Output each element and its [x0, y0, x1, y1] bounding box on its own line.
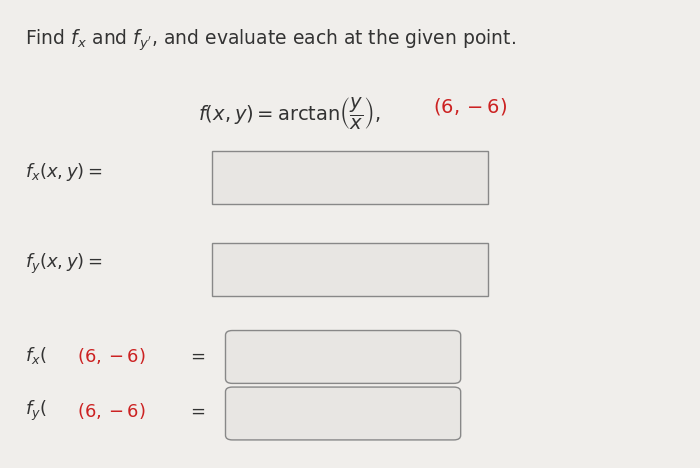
Text: $f_y($: $f_y($: [25, 399, 47, 423]
FancyBboxPatch shape: [211, 243, 489, 296]
Text: $f_y(x, y) =$: $f_y(x, y) =$: [25, 252, 102, 276]
FancyBboxPatch shape: [211, 151, 489, 204]
Text: $(6, -6)$: $(6, -6)$: [77, 401, 146, 421]
Text: $f_x(x, y) =$: $f_x(x, y) =$: [25, 161, 102, 183]
FancyBboxPatch shape: [225, 330, 461, 383]
Text: $(6, -6)$: $(6, -6)$: [77, 346, 146, 366]
Text: $f(x, y) = \arctan\!\left(\dfrac{y}{x}\right),$: $f(x, y) = \arctan\!\left(\dfrac{y}{x}\r…: [198, 96, 381, 132]
Text: $f_x($: $f_x($: [25, 345, 47, 366]
Text: $(6, -6)$: $(6, -6)$: [433, 96, 508, 117]
Text: Find $f_x$ and $f_{y'}$, and evaluate each at the given point.: Find $f_x$ and $f_{y'}$, and evaluate ea…: [25, 27, 516, 52]
FancyBboxPatch shape: [225, 387, 461, 440]
Text: $=$: $=$: [188, 402, 206, 420]
Text: $=$: $=$: [188, 347, 206, 365]
